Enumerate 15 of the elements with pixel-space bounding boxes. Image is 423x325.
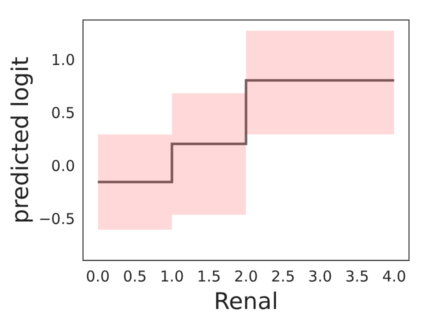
x-tick-label: 4.0 bbox=[382, 267, 406, 286]
y-tick-label: 0.5 bbox=[51, 104, 76, 122]
x-tick-label: 2.5 bbox=[271, 267, 295, 286]
x-tick-label: 1.0 bbox=[160, 267, 184, 286]
x-axis-title: Renal bbox=[214, 289, 278, 316]
x-tick-label: 3.0 bbox=[308, 267, 332, 286]
y-tick-label: −0.5 bbox=[38, 210, 76, 228]
x-tick-label: 0.0 bbox=[86, 267, 110, 286]
x-tick-label: 0.5 bbox=[122, 267, 147, 286]
y-tick-label: 0.0 bbox=[51, 157, 76, 176]
x-tick-label: 2.0 bbox=[234, 267, 258, 286]
x-tick-label: 3.5 bbox=[345, 267, 370, 286]
y-axis-title: predicted logit bbox=[8, 56, 34, 224]
y-tick-label: 1.0 bbox=[51, 51, 76, 70]
x-tick-label: 1.5 bbox=[197, 267, 221, 286]
